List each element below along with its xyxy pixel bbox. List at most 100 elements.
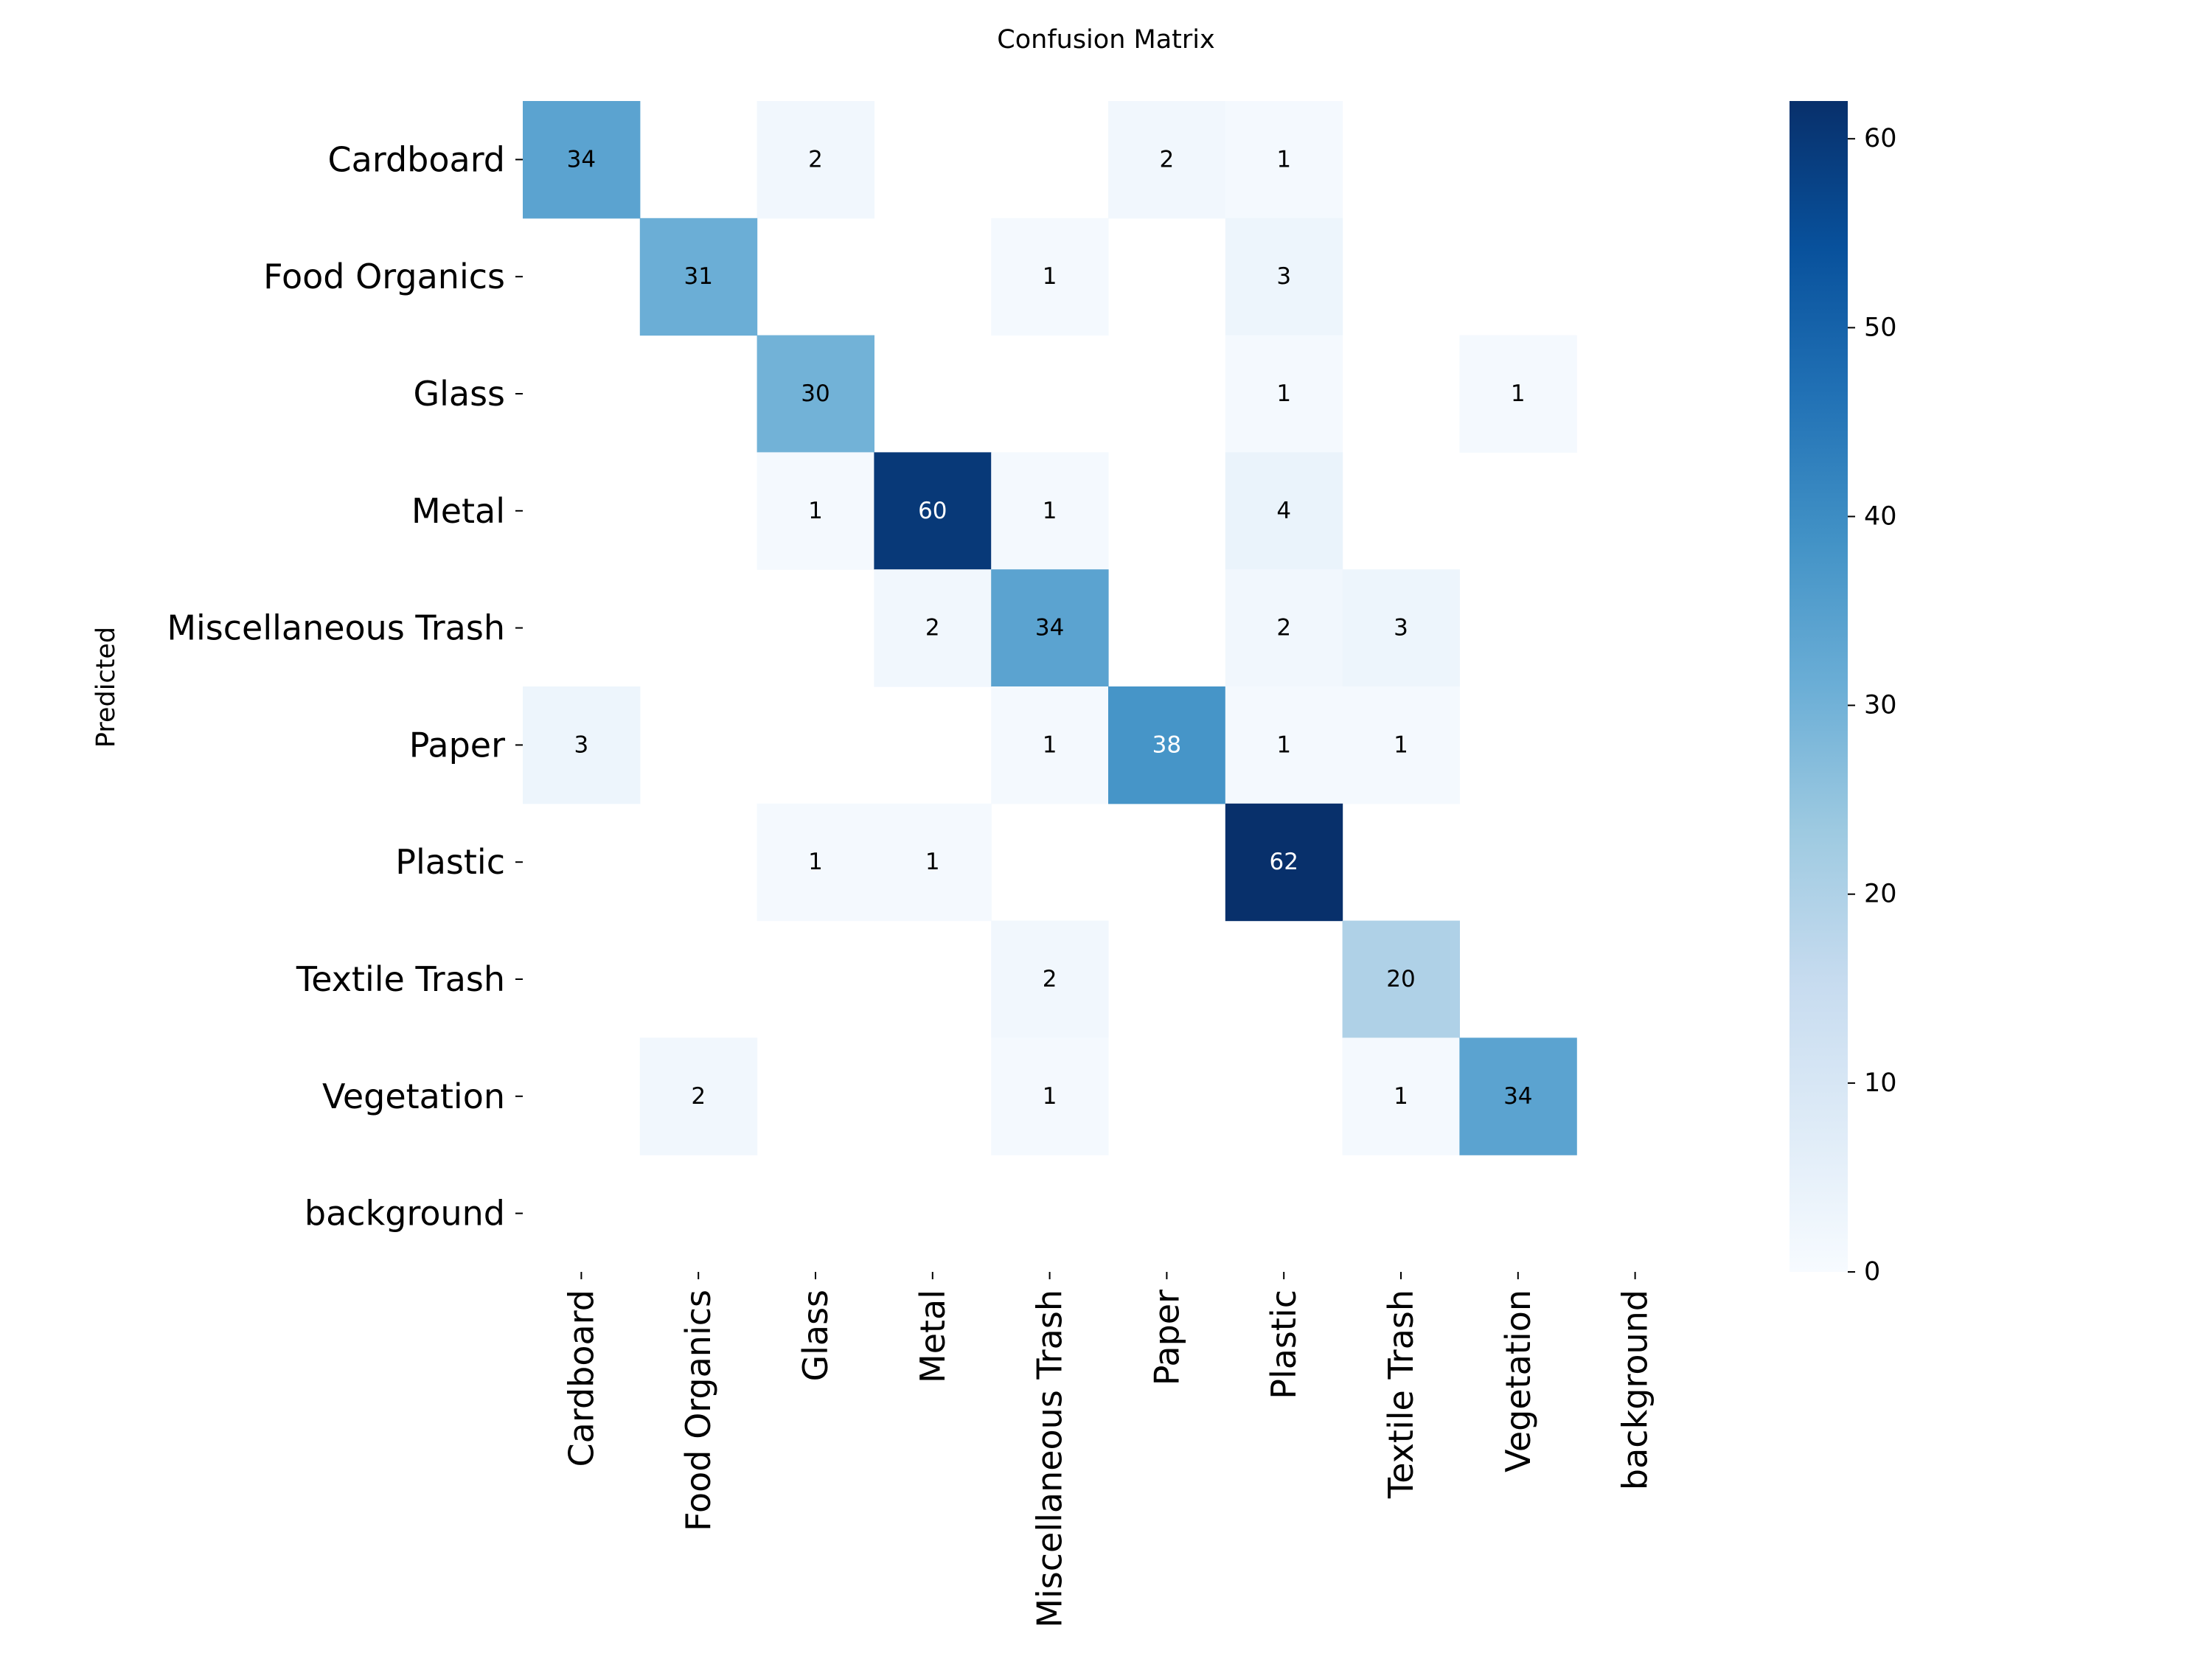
heatmap-cell bbox=[757, 452, 874, 570]
heatmap-cell bbox=[757, 101, 874, 219]
heatmap-cell bbox=[991, 452, 1109, 570]
heatmap-cell bbox=[1108, 101, 1226, 219]
cell-value-label: 1 bbox=[808, 498, 823, 524]
cell-value-label: 1 bbox=[1043, 263, 1057, 290]
x-tick-label: Food Organics bbox=[678, 1290, 718, 1531]
chart-title: Confusion Matrix bbox=[997, 25, 1214, 55]
x-axis-ticks: Cardboard Food Organics Glass Metal Miscella… bbox=[561, 1272, 1655, 1628]
heatmap-cell bbox=[1225, 686, 1343, 804]
colorbar-tick-label: 60 bbox=[1864, 124, 1897, 153]
cell-value-label: 62 bbox=[1269, 849, 1298, 875]
cell-value-label: 1 bbox=[1043, 498, 1057, 524]
heatmap-cell bbox=[874, 452, 992, 570]
y-tick-label: Plastic bbox=[395, 842, 505, 882]
heatmap-cell bbox=[1459, 1037, 1577, 1155]
cell-value-label: 1 bbox=[1043, 731, 1057, 758]
y-tick-label: Vegetation bbox=[322, 1077, 505, 1116]
y-tick-label: Textile Trash bbox=[296, 959, 505, 999]
y-tick-label: Metal bbox=[411, 491, 505, 531]
heatmap-cell bbox=[991, 569, 1109, 687]
cell-value-label: 2 bbox=[1160, 146, 1175, 173]
x-tick-label: Glass bbox=[796, 1290, 835, 1382]
heatmap-cell bbox=[1225, 803, 1343, 922]
y-tick-label: Miscellaneous Trash bbox=[167, 608, 505, 648]
cell-value-label: 1 bbox=[1276, 146, 1291, 173]
cell-value-label: 34 bbox=[1035, 615, 1064, 641]
heatmap-cell bbox=[991, 218, 1109, 336]
heatmap-cell bbox=[1108, 686, 1226, 804]
x-tick-label: background bbox=[1615, 1290, 1655, 1490]
heatmap-cell bbox=[523, 686, 641, 804]
y-axis-ticks: Cardboard Food Organics Glass Metal Miscella… bbox=[167, 139, 523, 1234]
cell-value-label: 34 bbox=[567, 146, 596, 173]
x-tick-label: Miscellaneous Trash bbox=[1030, 1290, 1070, 1628]
y-tick-label: Cardboard bbox=[328, 139, 505, 179]
cell-value-label: 2 bbox=[1043, 966, 1057, 992]
cell-value-label: 2 bbox=[808, 146, 823, 173]
heatmap-cell bbox=[757, 335, 874, 453]
cell-value-label: 38 bbox=[1152, 731, 1181, 758]
heatmap-cell bbox=[991, 920, 1109, 1038]
heatmap-cell bbox=[1342, 920, 1460, 1038]
heatmap-cell bbox=[1225, 218, 1343, 336]
y-tick-label: Glass bbox=[413, 374, 505, 414]
heatmap-cell bbox=[1225, 335, 1343, 453]
colorbar-tick-label: 30 bbox=[1864, 691, 1897, 720]
cell-value-label: 1 bbox=[1043, 1083, 1057, 1110]
heatmap-cell bbox=[757, 803, 874, 922]
cell-value-label: 3 bbox=[574, 731, 589, 758]
x-tick-label: Cardboard bbox=[561, 1290, 601, 1467]
cell-value-label: 1 bbox=[1394, 731, 1408, 758]
x-tick-label: Vegetation bbox=[1498, 1290, 1538, 1472]
x-tick-label: Metal bbox=[913, 1290, 953, 1383]
y-tick-label: Paper bbox=[409, 725, 505, 765]
heatmap-cell bbox=[1342, 569, 1460, 687]
heatmap-cell bbox=[1342, 1037, 1460, 1155]
heatmap-cell bbox=[523, 101, 641, 219]
colorbar-tick-label: 0 bbox=[1864, 1257, 1880, 1287]
cell-value-label: 1 bbox=[808, 849, 823, 875]
y-tick-label: Food Organics bbox=[263, 257, 505, 296]
y-axis-title: Predicted bbox=[91, 627, 121, 748]
cell-value-label: 1 bbox=[1394, 1083, 1408, 1110]
colorbar-tick-label: 10 bbox=[1864, 1068, 1897, 1098]
cell-value-label: 60 bbox=[918, 498, 947, 524]
heatmap-cell bbox=[1225, 452, 1343, 570]
cell-value-label: 1 bbox=[925, 849, 940, 875]
cell-value-label: 30 bbox=[801, 380, 830, 407]
cell-value-label: 3 bbox=[1276, 263, 1291, 290]
colorbar-tick-label: 40 bbox=[1864, 502, 1897, 532]
heatmap-cell bbox=[874, 569, 992, 687]
colorbar-ticks: 0 10 20 30 40 50 60 bbox=[1848, 124, 1897, 1287]
cell-value-label: 1 bbox=[1276, 380, 1291, 407]
cell-value-label: 2 bbox=[1276, 615, 1291, 641]
heatmap-cell bbox=[991, 686, 1109, 804]
heatmap-cell bbox=[1459, 335, 1577, 453]
cell-value-label: 4 bbox=[1276, 498, 1291, 524]
heatmap-cell bbox=[1342, 686, 1460, 804]
colorbar bbox=[1790, 101, 1848, 1272]
cell-value-label: 2 bbox=[691, 1083, 706, 1110]
y-tick-label: background bbox=[305, 1194, 505, 1234]
heatmap-cells bbox=[523, 101, 1577, 1155]
x-tick-label: Textile Trash bbox=[1381, 1290, 1421, 1499]
heatmap-cell bbox=[1225, 101, 1343, 219]
heatmap-cell bbox=[874, 803, 992, 922]
cell-value-label: 34 bbox=[1503, 1083, 1532, 1110]
heatmap-cell bbox=[991, 1037, 1109, 1155]
heatmap-cell bbox=[1225, 569, 1343, 687]
heatmap-cell-labels: 34 2 2 131 1 330 1 11 60 1 42 34 2 33 1 38 1 11 1 622 202 1 1 3… bbox=[567, 146, 1533, 1109]
heatmap-cell bbox=[639, 1037, 758, 1155]
cell-value-label: 2 bbox=[925, 615, 940, 641]
colorbar-tick-label: 20 bbox=[1864, 880, 1897, 909]
colorbar-tick-label: 50 bbox=[1864, 313, 1897, 342]
cell-value-label: 1 bbox=[1276, 731, 1291, 758]
cell-value-label: 3 bbox=[1394, 615, 1408, 641]
cell-value-label: 20 bbox=[1386, 966, 1415, 992]
x-tick-label: Paper bbox=[1147, 1290, 1186, 1385]
heatmap-cell bbox=[639, 218, 758, 336]
x-tick-label: Plastic bbox=[1264, 1290, 1304, 1399]
cell-value-label: 1 bbox=[1511, 380, 1526, 407]
cell-value-label: 31 bbox=[684, 263, 712, 290]
